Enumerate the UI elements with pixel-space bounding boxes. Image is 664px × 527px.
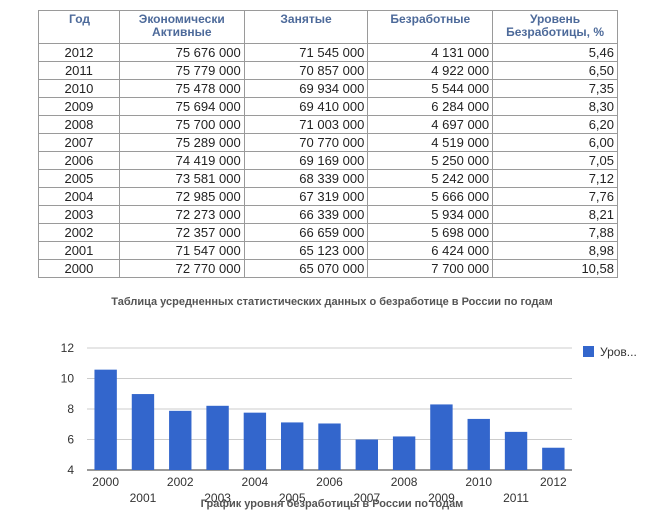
column-header: Год [38,10,120,44]
value-cell: 6 424 000 [367,241,494,260]
y-tick-label: 6 [67,433,74,447]
x-tick-label: 2005 [279,491,306,505]
chart-y-ticks: 4 6 8 10 12 [61,341,75,477]
table-row: 2007 75 289 000 70 770 000 4 519 000 6,00 [38,133,618,152]
chart-title: График уровня безработицы в России по го… [200,498,464,510]
table-row: 2011 75 779 000 70 857 000 4 922 000 6,50 [38,61,618,80]
value-cell: 6,50 [492,61,618,80]
value-cell: 69 934 000 [243,79,369,98]
bar-2003 [206,405,229,470]
x-tick-label: 2010 [465,475,492,489]
legend-swatch [583,346,594,357]
value-cell: 67 319 000 [243,187,369,206]
header-row: Год Экономически Активные Занятые Безработны… [38,10,618,44]
x-tick-label: 2009 [428,491,455,505]
year-cell: 2000 [38,259,120,278]
bar-2000 [94,369,117,470]
column-header: Безработные [367,10,494,44]
bar-2009 [430,404,453,470]
table-row: 2002 72 357 000 66 659 000 5 698 000 7,88 [38,223,618,242]
x-tick-label: 2003 [204,491,231,505]
value-cell: 72 273 000 [118,205,245,224]
y-tick-label: 8 [67,402,74,416]
y-tick-label: 12 [61,341,75,355]
x-tick-label: 2008 [391,475,418,489]
value-cell: 66 659 000 [243,223,369,242]
value-cell: 65 070 000 [243,259,369,278]
table-row: 2003 72 273 000 66 339 000 5 934 000 8,21 [38,205,618,224]
legend-label: Уров... [600,345,637,359]
table-row: 2000 72 770 000 65 070 000 7 700 000 10,58 [38,259,618,278]
bar-2006 [318,423,341,470]
chart-x-ticks: 2000 2001 2002 2003 2004 2005 2006 2007 2008 2009… [92,475,567,505]
value-cell: 5 544 000 [367,79,494,98]
value-cell: 5 242 000 [367,169,494,188]
bar-2012 [542,447,565,470]
value-cell: 6,20 [492,115,618,134]
chart-bars [94,369,565,470]
table-row: 2010 75 478 000 69 934 000 5 544 000 7,35 [38,79,618,98]
bar-2010 [467,418,490,470]
value-cell: 72 357 000 [118,223,245,242]
value-cell: 65 123 000 [243,241,369,260]
table-row: 2006 74 419 000 69 169 000 5 250 000 7,05 [38,151,618,170]
x-tick-label: 2012 [540,475,567,489]
table-caption: Таблица усредненных статистических данны… [111,296,553,308]
bar-2011 [504,431,528,470]
table-body: 2012 75 676 000 71 545 000 4 131 000 5,46 201… [38,43,618,278]
x-tick-label: 2000 [92,475,119,489]
unemployment-table: Год Экономически Активные Занятые Безработны… [38,10,618,278]
bar-2005 [281,422,304,470]
table-row: 2012 75 676 000 71 545 000 4 131 000 5,46 [38,43,618,62]
bar-2002 [169,410,192,470]
x-tick-label: 2004 [242,475,269,489]
x-tick-label: 2001 [130,491,157,505]
value-cell: 72 770 000 [118,259,245,278]
y-tick-label: 10 [61,372,75,386]
x-tick-label: 2007 [353,491,380,505]
x-tick-label: 2002 [167,475,194,489]
column-header: Уровень Безработицы, % [492,10,618,44]
table-row: 2005 73 581 000 68 339 000 5 242 000 7,12 [38,169,618,188]
value-cell: 10,58 [492,259,618,278]
table-row: 2008 75 700 000 71 003 000 4 697 000 6,20 [38,115,618,134]
value-cell: 73 581 000 [118,169,245,188]
x-tick-label: 2011 [503,491,529,505]
value-cell: 74 419 000 [118,151,245,170]
y-tick-label: 4 [67,463,74,477]
value-cell: 7 700 000 [367,259,494,278]
table-row: 2004 72 985 000 67 319 000 5 666 000 7,76 [38,187,618,206]
bar-2004 [243,412,267,470]
value-cell: 75 694 000 [118,97,245,116]
year-cell: 2007 [38,133,120,152]
value-cell: 5,46 [492,43,618,62]
table-header: Год Экономически Активные Занятые Безработны… [38,10,618,44]
year-cell: 2001 [38,241,120,260]
value-cell: 5 250 000 [367,151,494,170]
column-header: Экономически Активные [118,10,245,44]
x-tick-label: 2006 [316,475,343,489]
column-header: Занятые [243,10,369,44]
bar-2007 [355,439,378,470]
year-cell: 2005 [38,169,120,188]
value-cell: 71 003 000 [243,115,369,134]
bar-2001 [131,394,155,470]
chart-legend: Уров... [583,345,637,359]
bar-2008 [392,436,416,470]
